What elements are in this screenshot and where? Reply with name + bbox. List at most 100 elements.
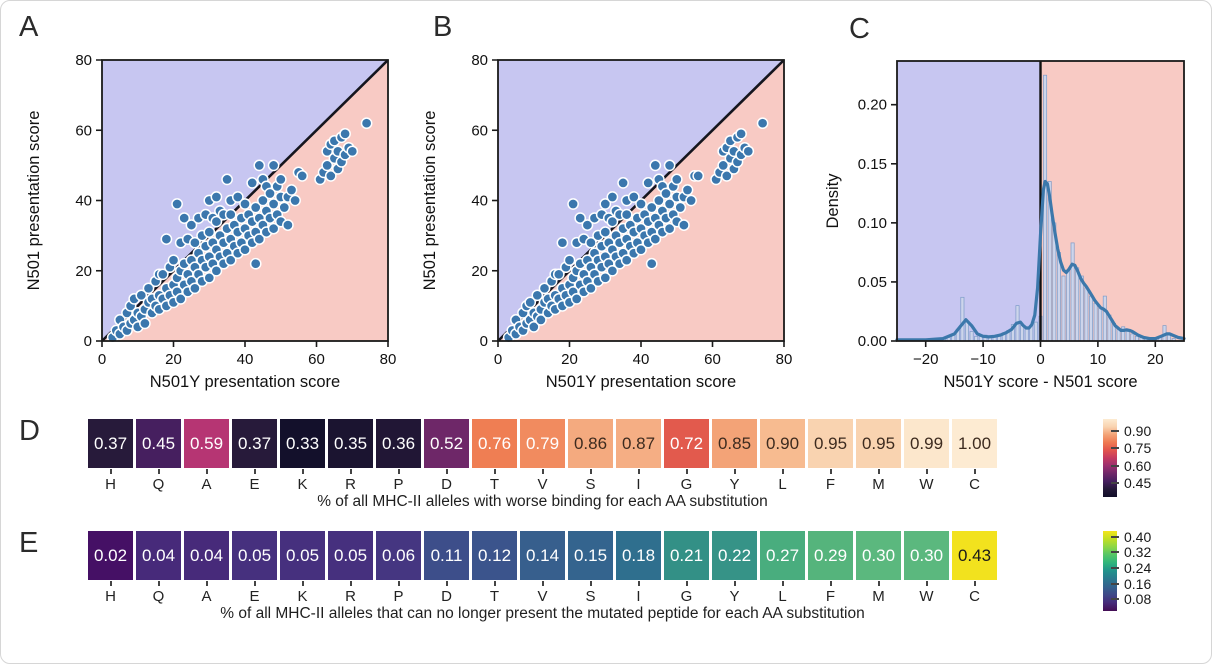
data-point — [224, 208, 237, 221]
colorbar-tick-label: 0.16 — [1124, 575, 1152, 592]
category-tick — [397, 581, 400, 586]
axis-text: −20 — [913, 351, 938, 368]
data-point — [249, 201, 262, 214]
data-point — [563, 254, 576, 267]
category-tick — [733, 581, 736, 586]
histogram-bar — [1093, 302, 1098, 342]
heatmap-cell-Y: 0.22 — [712, 531, 757, 580]
data-point — [606, 215, 619, 228]
data-point — [531, 289, 544, 302]
colorbar-tick-label: 0.45 — [1124, 475, 1152, 492]
data-point — [663, 222, 676, 235]
amino-acid-label: H — [105, 476, 116, 493]
data-point — [267, 222, 280, 235]
amino-acid-label: R — [345, 588, 356, 605]
heatmap-cell-C: 1.00 — [952, 419, 997, 468]
data-point — [649, 159, 662, 172]
colorbar-tick-label: 0.32 — [1124, 544, 1152, 561]
data-point — [267, 198, 280, 210]
data-point — [324, 170, 337, 182]
amino-acid-label: E — [249, 588, 260, 605]
heatmap-cell-A: 0.59 — [184, 419, 229, 468]
data-point — [645, 201, 658, 214]
data-point — [321, 159, 334, 172]
data-point — [346, 145, 359, 158]
histogram-bar — [960, 296, 965, 342]
data-point — [735, 127, 747, 140]
category-tick — [637, 581, 640, 586]
axis-text: 20 — [1147, 351, 1164, 368]
data-point — [670, 173, 683, 186]
heatmap-column-T: 0.76 T — [472, 419, 517, 493]
heatmap-column-G: 0.72 G — [664, 419, 709, 493]
amino-acid-label: F — [825, 588, 836, 605]
category-tick — [301, 469, 304, 474]
heatmap-cell-G: 0.21 — [664, 531, 709, 580]
heatmap-column-L: 0.90 L — [760, 419, 805, 493]
data-point — [160, 233, 173, 245]
data-point — [264, 187, 276, 200]
data-point — [210, 215, 223, 228]
kde-curve — [895, 179, 1186, 342]
category-tick — [493, 469, 496, 474]
heatmap-column-C: 1.00 C — [952, 419, 997, 493]
data-point — [599, 226, 612, 238]
heatmap-cell-R: 0.05 — [328, 531, 373, 580]
heatmap-column-Q: 0.45 Q — [136, 419, 181, 493]
data-point — [567, 198, 579, 210]
heatmap-column-R: 0.35 R — [328, 419, 373, 493]
axis-text: 0 — [480, 333, 488, 350]
heatmap-caption-d: % of all MHC-II alleles with worse bindi… — [317, 493, 768, 510]
histogram-bar — [969, 331, 974, 342]
amino-acid-label: A — [201, 476, 212, 493]
heatmap-column-C: 0.43 C — [952, 531, 997, 605]
histogram-bar — [1084, 287, 1089, 342]
category-tick — [445, 581, 448, 586]
data-point — [142, 282, 155, 295]
heatmap-column-G: 0.21 G — [664, 531, 709, 605]
category-tick — [637, 469, 640, 474]
histogram-bar — [1130, 333, 1135, 342]
heatmap-column-V: 0.14 V — [520, 531, 565, 605]
colorbar-tick-label: 0.60 — [1124, 457, 1152, 474]
data-point — [538, 282, 551, 295]
heatmap-cell-S: 0.86 — [568, 419, 613, 468]
histogram-bar — [1024, 328, 1029, 342]
data-point — [635, 243, 647, 256]
data-point — [203, 271, 216, 284]
heatmap-column-M: 0.30 M — [856, 531, 901, 605]
data-point — [527, 321, 540, 333]
heatmap-cell-T: 0.12 — [472, 531, 517, 580]
amino-acid-label: K — [297, 476, 308, 493]
colorbar-tick — [1111, 535, 1119, 538]
axis-text: 80 — [75, 52, 92, 69]
axis-text: 80 — [776, 351, 793, 368]
data-point — [585, 236, 597, 249]
data-point — [360, 117, 373, 130]
category-tick — [205, 581, 208, 586]
data-point — [289, 194, 301, 207]
data-point — [653, 194, 665, 207]
data-point — [210, 264, 223, 277]
amino-acid-label: W — [919, 476, 934, 493]
heatmap-cell-E: 0.05 — [232, 531, 277, 580]
panel-label-b: B — [433, 11, 453, 43]
data-point — [720, 170, 733, 182]
category-tick — [685, 469, 688, 474]
category-tick — [781, 469, 784, 474]
heatmap-cell-A: 0.04 — [184, 531, 229, 580]
amino-acid-label: Q — [152, 588, 165, 605]
heatmap-cell-K: 0.33 — [280, 419, 325, 468]
data-point — [649, 233, 662, 245]
heatmap-cell-D: 0.52 — [424, 419, 469, 468]
scatter-plot-a: 0 20 40 60 80 0 20 40 60 80 N501Y presentation sco… — [25, 52, 396, 391]
heatmap-column-P: 0.06 P — [376, 531, 421, 605]
axis-text: 0.10 — [858, 215, 887, 232]
heatmap-cell-S: 0.15 — [568, 531, 613, 580]
category-tick — [589, 581, 592, 586]
data-point — [585, 282, 597, 295]
x-axis-label: N501Y presentation score — [546, 373, 736, 391]
colorbar-tick — [1111, 582, 1119, 585]
data-point — [253, 159, 266, 172]
heatmap-cell-W: 0.30 — [904, 531, 949, 580]
